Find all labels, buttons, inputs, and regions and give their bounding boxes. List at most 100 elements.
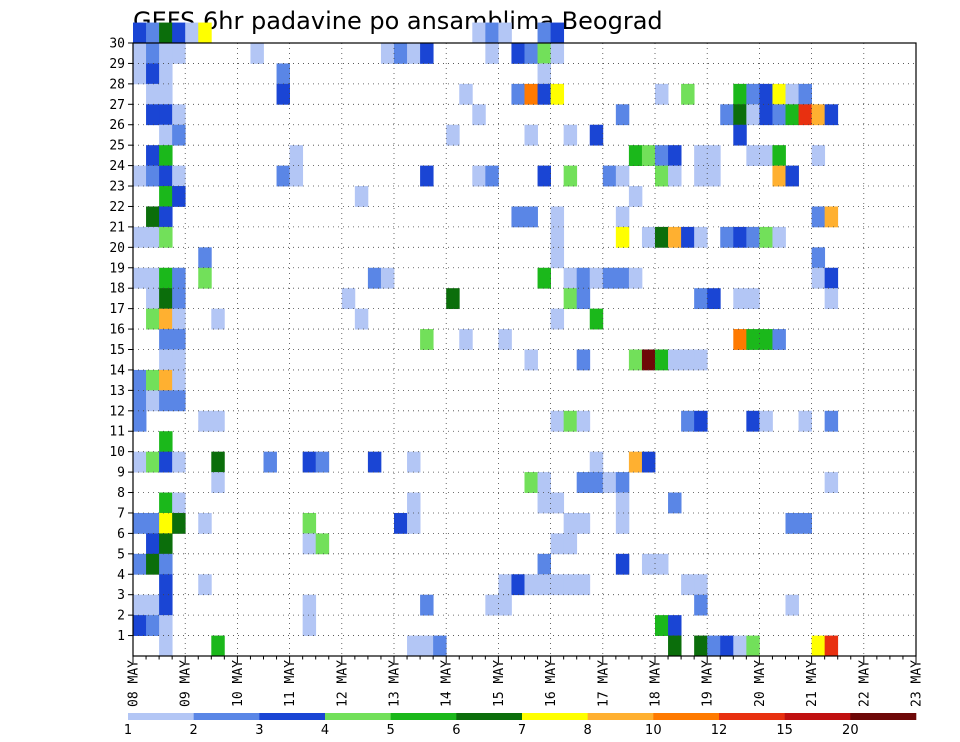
- precip-cell: [798, 83, 812, 105]
- precip-cell: [563, 165, 578, 187]
- precip-cell: [615, 512, 630, 534]
- precip-cell: [655, 615, 669, 636]
- precip-cell: [733, 635, 747, 657]
- x-tick-label: 09 MAY: [179, 660, 194, 707]
- precip-cell: [133, 369, 147, 391]
- precip-cell: [133, 226, 147, 248]
- precip-cell: [746, 410, 760, 432]
- precip-cell: [263, 451, 277, 473]
- precip-cell: [159, 492, 173, 514]
- precip-cell: [146, 22, 160, 44]
- precip-cell: [172, 43, 186, 64]
- precip-cell: [772, 165, 786, 187]
- precip-cell: [602, 472, 617, 493]
- precip-cell: [628, 451, 643, 473]
- precip-cell: [641, 451, 656, 473]
- precip-cell: [172, 22, 186, 44]
- grid-layer: [133, 43, 916, 656]
- precip-cell: [159, 104, 173, 126]
- precip-cell: [681, 349, 695, 371]
- precip-cell: [733, 226, 747, 248]
- precip-cell: [720, 226, 734, 248]
- precip-cell: [146, 390, 160, 412]
- x-tick-label: 11 MAY: [283, 660, 298, 707]
- precip-cell: [785, 83, 799, 105]
- precip-cell: [420, 43, 434, 64]
- precip-cell: [720, 104, 734, 126]
- x-tick-label: 18 MAY: [649, 660, 664, 707]
- precip-cell: [198, 574, 212, 596]
- precip-cell: [563, 533, 578, 555]
- precip-cell: [824, 410, 839, 432]
- precip-cell: [198, 512, 212, 534]
- precip-cell: [302, 451, 317, 473]
- x-tick-label: 17 MAY: [596, 660, 611, 707]
- precip-cell: [550, 22, 565, 44]
- precip-cell: [811, 247, 826, 269]
- precip-cell: [641, 226, 656, 248]
- precip-cell: [211, 410, 225, 432]
- precip-cell: [550, 574, 565, 596]
- precip-cell: [589, 267, 604, 289]
- precip-cell: [655, 226, 669, 248]
- x-tick-label: 14 MAY: [440, 660, 455, 707]
- precip-cell: [394, 512, 408, 534]
- precip-cell: [772, 83, 786, 105]
- precip-cell: [524, 472, 538, 493]
- x-tick-label: 16 MAY: [544, 660, 559, 707]
- y-axis-ticks: 1234567891011121314151617181920212223242…: [109, 37, 133, 644]
- precip-cell: [420, 635, 434, 657]
- y-tick-label: 3: [117, 588, 125, 603]
- precip-cell: [785, 104, 799, 126]
- precip-cell: [159, 594, 173, 616]
- y-tick-label: 19: [109, 261, 125, 276]
- precip-cell: [720, 635, 734, 657]
- colorbar-swatch: [587, 713, 654, 720]
- chart-title: GEFS 6hr padavine po ansamblima Beograd: [133, 7, 663, 35]
- cells-layer: [133, 22, 839, 657]
- colorbar-label: 1: [124, 723, 132, 738]
- colorbar-label: 20: [842, 723, 859, 738]
- precip-cell: [668, 226, 682, 248]
- precip-cell: [146, 145, 160, 166]
- precip-cell: [733, 329, 747, 350]
- precip-cell: [576, 349, 591, 371]
- precip-cell: [759, 145, 773, 166]
- y-tick-label: 11: [109, 425, 125, 440]
- precip-cell: [759, 329, 773, 350]
- x-axis-ticks: 08 MAY 09 MAY 10 MAY 11 MAY 12 MAY 13 MAY 14 M…: [127, 656, 925, 707]
- precip-cell: [302, 594, 317, 616]
- precip-cell: [602, 267, 617, 289]
- precip-cell: [172, 267, 186, 289]
- precip-cell: [159, 390, 173, 412]
- precip-cell: [537, 83, 551, 105]
- y-tick-label: 5: [117, 547, 125, 562]
- x-tick-label: 12 MAY: [335, 660, 350, 707]
- precip-cell: [172, 492, 186, 514]
- colorbar-swatch: [390, 713, 457, 720]
- precip-cell: [550, 83, 565, 105]
- precip-cell: [172, 369, 186, 391]
- y-tick-label: 10: [109, 445, 125, 460]
- precip-cell: [824, 288, 839, 310]
- precip-cell: [172, 390, 186, 412]
- x-tick-label: 23 MAY: [910, 660, 925, 707]
- precip-cell: [159, 329, 173, 350]
- precip-cell: [811, 267, 826, 289]
- precip-cell: [511, 574, 525, 596]
- precip-cell: [133, 63, 147, 85]
- y-tick-label: 9: [117, 466, 125, 481]
- precip-cell: [472, 165, 486, 187]
- precip-cell: [641, 349, 656, 371]
- precip-cell: [511, 43, 525, 64]
- precip-cell: [485, 43, 499, 64]
- precip-cell: [576, 410, 591, 432]
- precip-cell: [746, 104, 760, 126]
- precip-cell: [172, 512, 186, 534]
- precip-cell: [146, 288, 160, 310]
- precip-cell: [250, 43, 264, 64]
- precip-cell: [133, 22, 147, 44]
- precip-cell: [615, 206, 630, 228]
- precip-cell: [159, 22, 173, 44]
- precip-cell: [550, 492, 565, 514]
